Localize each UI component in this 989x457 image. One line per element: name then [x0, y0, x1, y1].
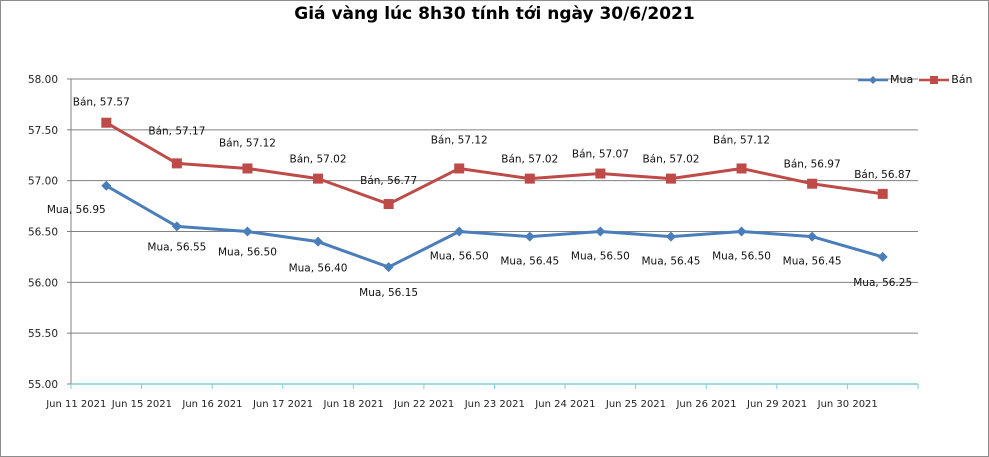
diamond-marker-icon	[736, 226, 747, 237]
diamond-marker-icon	[665, 231, 676, 242]
square-marker-icon	[524, 173, 535, 184]
data-label: Bán, 57.17	[148, 125, 205, 137]
square-marker-icon	[919, 75, 950, 84]
y-axis: 58.00 57.50 57.00 56.50 56.00 55.50 55.00	[28, 74, 72, 391]
x-tick-label: Jun 11 2021	[45, 399, 106, 410]
square-marker-icon	[171, 158, 182, 169]
data-label: Mua, 56.15	[359, 287, 418, 299]
data-label: Mua, 56.45	[642, 256, 701, 268]
diamond-marker-icon	[383, 262, 394, 273]
x-tick-label: Jun 23 2021	[464, 399, 525, 410]
diamond-marker-icon	[313, 236, 324, 247]
data-label: Mua, 56.50	[218, 247, 277, 259]
data-label: Bán, 57.12	[219, 137, 276, 149]
square-marker-icon	[242, 163, 253, 174]
data-label: Mua, 56.50	[712, 251, 771, 263]
gridlines	[71, 78, 918, 334]
diamond-marker-icon	[101, 180, 112, 191]
diamond-marker-icon	[242, 226, 253, 237]
y-tick-label: 56.50	[28, 227, 58, 239]
legend-label-ban: Bán	[951, 73, 973, 86]
data-label: Mua, 56.25	[853, 277, 912, 289]
x-tick-label: Jun 24 2021	[534, 399, 595, 410]
series-lines	[101, 117, 888, 273]
x-axis: Jun 11 2021 Jun 15 2021 Jun 16 2021 Jun 17 …	[45, 383, 919, 410]
data-label: Bán, 57.12	[713, 134, 770, 146]
x-tick-label: Jun 26 2021	[675, 399, 736, 410]
diamond-marker-icon	[171, 221, 182, 232]
y-tick-label: 57.00	[28, 176, 58, 188]
square-marker-icon	[736, 163, 747, 174]
diamond-marker-icon	[858, 75, 888, 84]
y-tick-label: 56.00	[28, 277, 58, 289]
x-tick-label: Jun 30 2021	[817, 399, 878, 410]
square-marker-icon	[313, 173, 324, 184]
data-label: Bán, 57.02	[290, 154, 347, 166]
legend: Mua Bán	[858, 73, 972, 86]
x-tick-label: Jun 25 2021	[605, 399, 666, 410]
x-tick-label: Jun 18 2021	[323, 399, 384, 410]
data-label: Mua, 56.95	[47, 204, 106, 216]
square-marker-icon	[595, 168, 606, 179]
y-tick-label: 55.50	[28, 328, 58, 340]
legend-item-mua: Mua	[858, 73, 913, 86]
square-marker-icon	[877, 188, 888, 199]
data-labels: Mua, 56.95 Mua, 56.55 Mua, 56.50 Mua, 56.40…	[47, 97, 912, 299]
square-marker-icon	[383, 199, 394, 210]
square-marker-icon	[807, 178, 818, 189]
y-tick-label: 55.00	[28, 379, 58, 391]
diamond-marker-icon	[595, 226, 606, 237]
data-label: Mua, 56.50	[430, 251, 489, 263]
x-tick-label: Jun 22 2021	[393, 399, 454, 410]
series-line-ban	[105, 121, 883, 206]
data-label: Bán, 56.87	[854, 169, 911, 181]
data-label: Mua, 56.55	[147, 241, 206, 253]
data-label: Bán, 57.12	[431, 134, 488, 146]
data-label: Mua, 56.45	[500, 256, 559, 268]
chart-title: Giá vàng lúc 8h30 tính tới ngày 30/6/202…	[294, 4, 695, 24]
square-marker-icon	[101, 117, 112, 128]
x-tick-label: Jun 29 2021	[746, 399, 807, 410]
legend-label-mua: Mua	[890, 73, 914, 86]
data-label: Bán, 57.02	[642, 154, 699, 166]
data-label: Bán, 56.77	[360, 175, 417, 187]
data-label: Mua, 56.50	[571, 251, 630, 263]
series-line-mua	[105, 184, 884, 269]
diamond-marker-icon	[454, 226, 465, 237]
data-label: Bán, 57.07	[572, 149, 629, 161]
data-label: Bán, 57.57	[73, 97, 130, 109]
data-label: Bán, 57.02	[501, 154, 558, 166]
y-tick-label: 57.50	[28, 125, 58, 137]
square-marker-icon	[454, 163, 465, 174]
data-label: Mua, 56.45	[783, 256, 842, 268]
square-marker-icon	[665, 173, 676, 184]
x-tick-label: Jun 17 2021	[252, 399, 313, 410]
x-tick-label: Jun 16 2021	[181, 399, 242, 410]
y-tick-label: 58.00	[28, 74, 58, 86]
x-tick-label: Jun 15 2021	[111, 399, 172, 410]
data-label: Mua, 56.40	[289, 263, 348, 275]
data-label: Bán, 56.97	[784, 159, 841, 171]
diamond-marker-icon	[807, 231, 818, 242]
diamond-marker-icon	[524, 231, 535, 242]
legend-item-ban: Bán	[919, 73, 972, 86]
diamond-marker-icon	[877, 251, 888, 262]
